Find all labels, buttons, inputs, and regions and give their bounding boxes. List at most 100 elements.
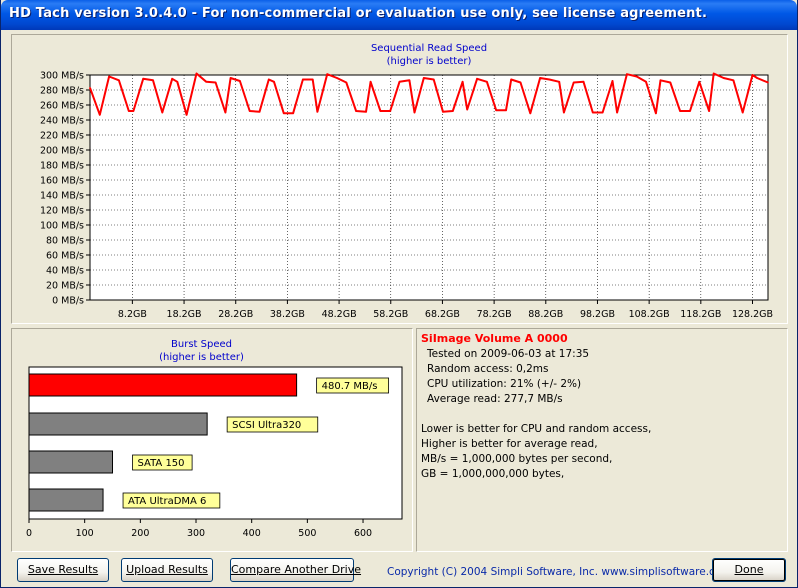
x-tick-label: 128.2GB xyxy=(732,309,773,320)
x-tick-label: 8.2GB xyxy=(118,309,147,320)
read-speed-point xyxy=(152,79,154,82)
read-speed-point xyxy=(268,78,270,81)
x-tick-label: 300 xyxy=(187,528,205,539)
read-speed-point xyxy=(548,78,551,81)
read-speed-point xyxy=(466,108,469,111)
read-speed-point xyxy=(432,78,435,81)
x-tick-label: 98.2GB xyxy=(580,309,615,320)
read-speed-point xyxy=(239,80,241,82)
read-speed-point xyxy=(171,77,173,80)
read-speed-series-line xyxy=(89,72,769,116)
burst-bar xyxy=(28,373,298,397)
title-bar[interactable]: HD Tach version 3.0.4.0 - For non-commer… xyxy=(1,0,797,30)
read-speed-point xyxy=(712,72,715,75)
bar-label-box xyxy=(316,377,390,394)
read-speed-point xyxy=(292,112,294,115)
read-speed-point xyxy=(529,112,532,115)
bar-label: ATA UltraDMA 6 xyxy=(128,496,206,507)
random-access-text: Random access: 0,2ms xyxy=(427,363,549,375)
done-label: Done xyxy=(734,563,764,576)
save-results-button[interactable]: Save Results xyxy=(17,558,109,582)
read-speed-point xyxy=(185,113,188,116)
read-speed-point xyxy=(601,111,604,114)
read-speed-point xyxy=(572,81,575,84)
read-speed-point xyxy=(722,77,725,79)
read-speed-point xyxy=(645,80,647,83)
read-speed-point xyxy=(118,79,120,82)
done-button[interactable]: Done xyxy=(712,558,786,582)
chart-title: Burst Speed xyxy=(171,339,232,350)
y-tick-label: 100 MB/s xyxy=(40,221,84,232)
read-speed-point xyxy=(214,81,217,84)
read-speed-point xyxy=(751,74,754,76)
bar-label: 480.7 MB/s xyxy=(322,381,378,392)
bar-label: SATA 150 xyxy=(138,458,185,469)
read-speed-point xyxy=(741,111,744,114)
x-tick-label: 0 xyxy=(26,528,32,539)
burst-bar xyxy=(28,412,208,436)
read-speed-point xyxy=(558,80,561,83)
chart-title: Sequential Read Speed xyxy=(371,43,487,54)
x-tick-label: 400 xyxy=(243,528,261,539)
x-tick-label: 88.2GB xyxy=(528,309,563,320)
bar-label-box xyxy=(122,492,221,509)
read-speed-point xyxy=(205,80,208,83)
read-speed-point xyxy=(132,110,135,112)
copyright-text: Copyright (C) 2004 Simpli Software, Inc.… xyxy=(387,566,732,578)
read-speed-point xyxy=(248,110,251,112)
read-speed-point xyxy=(708,110,710,112)
y-tick-label: 0 MB/s xyxy=(52,296,84,307)
results-info-panel: SiImage Volume A 0000 Tested on 2009-06-… xyxy=(416,328,788,552)
y-tick-label: 20 MB/s xyxy=(46,281,84,292)
average-read-text: Average read: 277,7 MB/s xyxy=(427,393,563,405)
note-line: MB/s = 1,000,000 bytes per second, xyxy=(421,453,613,465)
sequential-read-panel: Sequential Read Speed (higher is better) 0… xyxy=(11,34,788,324)
y-tick-label: 80 MB/s xyxy=(46,236,84,247)
x-tick-label: 28.2GB xyxy=(218,309,253,320)
cpu-utilization-text: CPU utilization: 21% (+/- 2%) xyxy=(427,378,582,390)
read-speed-point xyxy=(611,80,614,82)
read-speed-point xyxy=(635,75,638,78)
read-speed-point xyxy=(510,78,512,81)
y-tick-label: 180 MB/s xyxy=(40,161,84,172)
compare-another-drive-button[interactable]: Compare Another Drive xyxy=(230,558,361,582)
read-speed-point xyxy=(311,78,314,81)
chart-subtitle: (higher is better) xyxy=(387,56,472,67)
y-tick-label: 120 MB/s xyxy=(40,206,84,217)
read-speed-point xyxy=(336,77,338,79)
burst-bar xyxy=(28,488,104,512)
x-tick-label: 78.2GB xyxy=(477,309,512,320)
read-speed-point xyxy=(423,77,425,79)
bar-label-box xyxy=(132,454,193,471)
read-speed-point xyxy=(355,110,357,112)
read-speed-point xyxy=(679,110,681,112)
read-speed-point xyxy=(127,110,130,112)
read-speed-point xyxy=(767,81,769,84)
x-tick-label: 48.2GB xyxy=(322,309,357,320)
read-speed-point xyxy=(408,79,411,82)
read-speed-point xyxy=(273,80,275,83)
x-tick-label: 38.2GB xyxy=(270,309,305,320)
read-speed-point xyxy=(316,110,319,113)
drive-name: SiImage Volume A 0000 xyxy=(421,332,568,345)
bar-label: SCSI Ultra320 xyxy=(232,420,301,431)
x-tick-label: 68.2GB xyxy=(425,309,460,320)
upload-results-label: Upload Results xyxy=(126,563,208,576)
x-tick-label: 58.2GB xyxy=(373,309,408,320)
y-tick-label: 280 MB/s xyxy=(40,86,84,97)
bar-label-box xyxy=(226,416,319,433)
read-speed-point xyxy=(99,113,101,116)
y-tick-label: 140 MB/s xyxy=(40,191,84,202)
read-speed-point xyxy=(689,110,691,112)
y-tick-label: 220 MB/s xyxy=(40,131,84,142)
tested-on-text: Tested on 2009-06-03 at 17:35 xyxy=(427,348,590,360)
read-speed-point xyxy=(282,112,285,115)
window-title: HD Tach version 3.0.4.0 - For non-commer… xyxy=(9,6,708,21)
read-speed-point xyxy=(258,110,261,113)
read-speed-point xyxy=(89,86,91,89)
read-speed-point xyxy=(626,73,628,76)
read-speed-point xyxy=(563,111,565,114)
x-tick-label: 108.2GB xyxy=(629,309,670,320)
upload-results-button[interactable]: Upload Results xyxy=(121,558,213,582)
read-speed-point xyxy=(592,111,594,114)
